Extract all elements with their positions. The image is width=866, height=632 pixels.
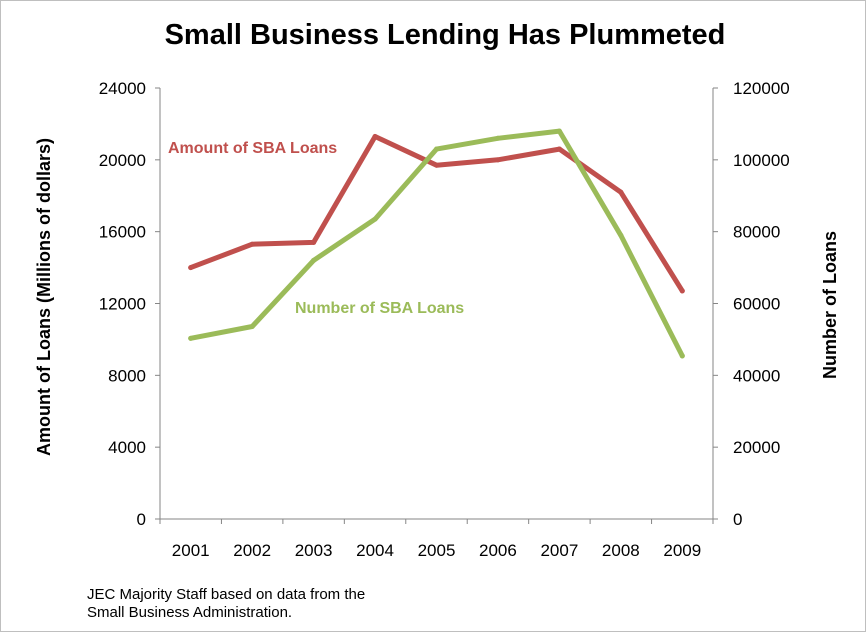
data-point bbox=[618, 189, 624, 195]
left-tick-label: 20000 bbox=[99, 151, 146, 170]
right-axis-label: Number of Loans bbox=[820, 231, 840, 379]
right-tick-label: 0 bbox=[733, 510, 742, 529]
tick-labels: 0 4000 8000 12000 16000 20000 24000 0 20000 40000… bbox=[99, 79, 790, 560]
right-tick-label: 20000 bbox=[733, 438, 780, 457]
x-tick-label: 2001 bbox=[172, 541, 210, 560]
right-tick-label: 100000 bbox=[733, 151, 790, 170]
data-point bbox=[556, 128, 562, 134]
source-line-1: JEC Majority Staff based on data from th… bbox=[87, 586, 366, 603]
x-tick-label: 2003 bbox=[295, 541, 333, 560]
right-tick-label: 120000 bbox=[733, 79, 790, 98]
data-point bbox=[311, 239, 317, 245]
x-tick-label: 2005 bbox=[418, 541, 456, 560]
left-tick-label: 24000 bbox=[99, 79, 146, 98]
left-tick-label: 8000 bbox=[108, 366, 146, 385]
left-axis-label: Amount of Loans (Millions of dollars) bbox=[34, 138, 54, 456]
x-tick-label: 2002 bbox=[233, 541, 271, 560]
data-point bbox=[311, 257, 317, 263]
source-note: JEC Majority Staff based on data from th… bbox=[87, 586, 365, 622]
data-point bbox=[618, 232, 624, 238]
data-point bbox=[679, 288, 685, 294]
chart-title: Small Business Lending Has Plummeted bbox=[165, 19, 726, 51]
data-point bbox=[679, 353, 685, 359]
data-point bbox=[188, 265, 194, 271]
data-point bbox=[556, 146, 562, 152]
axes bbox=[155, 87, 718, 524]
data-point bbox=[434, 162, 439, 168]
data-point bbox=[372, 133, 378, 139]
data-point bbox=[249, 241, 255, 247]
series-label-amount: Amount of SBA Loans bbox=[168, 140, 337, 157]
x-tick-label: 2007 bbox=[540, 541, 578, 560]
data-point bbox=[249, 323, 255, 329]
right-tick-label: 80000 bbox=[733, 223, 780, 242]
data-point bbox=[495, 135, 501, 141]
left-tick-label: 0 bbox=[137, 510, 146, 529]
x-tick-label: 2004 bbox=[356, 541, 394, 560]
left-tick-label: 12000 bbox=[99, 295, 146, 314]
data-point bbox=[188, 335, 194, 341]
x-tick-label: 2009 bbox=[663, 541, 701, 560]
right-tick-label: 60000 bbox=[733, 295, 780, 314]
data-point bbox=[372, 216, 378, 222]
series-lines bbox=[188, 128, 685, 359]
x-tick-label: 2006 bbox=[479, 541, 517, 560]
data-point bbox=[434, 146, 439, 152]
left-tick-label: 16000 bbox=[99, 223, 146, 242]
source-line-2: Small Business Administration. bbox=[87, 604, 293, 621]
right-tick-label: 40000 bbox=[733, 366, 780, 385]
data-point bbox=[495, 157, 501, 163]
left-tick-label: 4000 bbox=[108, 438, 146, 457]
x-tick-label: 2008 bbox=[602, 541, 640, 560]
series-label-number: Number of SBA Loans bbox=[295, 300, 464, 317]
